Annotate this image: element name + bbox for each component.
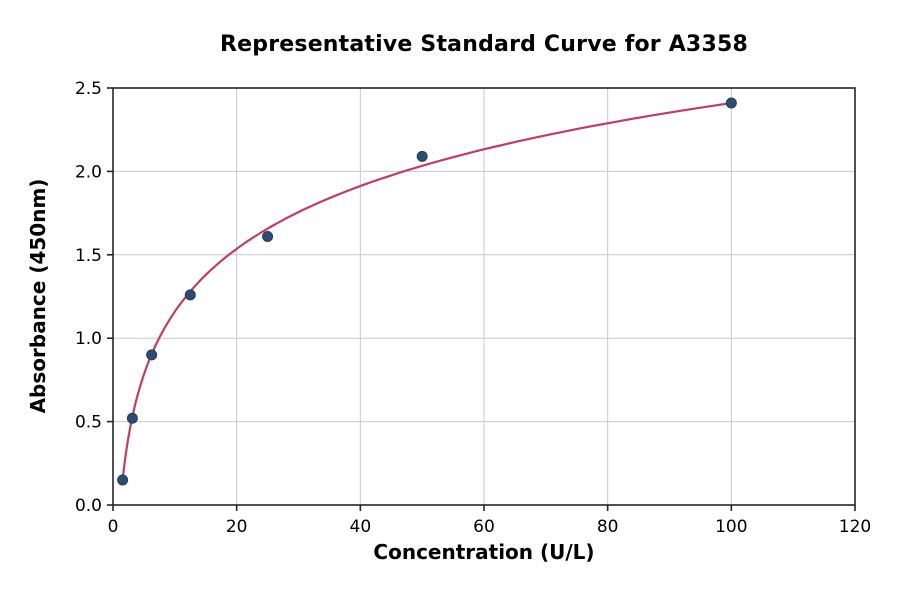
- data-point: [146, 349, 158, 361]
- y-tick-label: 2.0: [75, 162, 102, 182]
- y-tick-label: 0.5: [75, 413, 102, 433]
- data-point: [416, 150, 428, 162]
- x-axis-label: Concentration (U/L): [373, 540, 595, 564]
- y-tick-label: 2.5: [75, 79, 102, 99]
- y-tick-label: 1.0: [75, 329, 102, 349]
- x-tick-label: 60: [473, 517, 495, 537]
- y-tick-label: 1.5: [75, 246, 102, 266]
- x-tick-label: 100: [715, 517, 747, 537]
- chart-title: Representative Standard Curve for A3358: [220, 32, 748, 57]
- x-tick-label: 20: [226, 517, 248, 537]
- data-point: [117, 474, 129, 486]
- data-point: [262, 230, 274, 242]
- data-point: [725, 97, 737, 109]
- y-tick-label: 0.0: [75, 496, 102, 516]
- x-tick-label: 40: [350, 517, 372, 537]
- data-point: [184, 289, 196, 301]
- x-tick-label: 0: [108, 517, 119, 537]
- fit-curve: [121, 101, 733, 482]
- data-point: [126, 412, 138, 424]
- x-tick-label: 80: [597, 517, 619, 537]
- x-tick-label: 120: [839, 517, 871, 537]
